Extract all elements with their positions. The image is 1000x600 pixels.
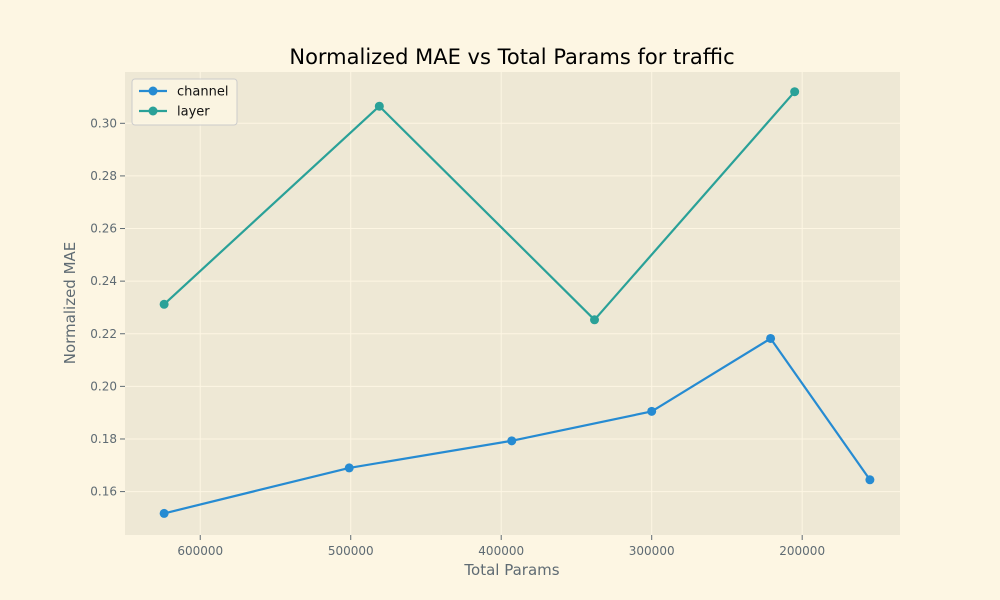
y-tick-label: 0.16	[90, 485, 117, 499]
y-tick-label: 0.28	[90, 169, 117, 183]
data-point-channel	[159, 508, 169, 518]
legend-marker-layer	[148, 106, 158, 116]
data-point-layer	[159, 299, 169, 309]
x-tick-label: 300000	[629, 544, 675, 558]
y-tick-label: 0.22	[90, 327, 117, 341]
x-tick-label: 400000	[478, 544, 524, 558]
plot-area	[125, 72, 900, 535]
y-tick-label: 0.30	[90, 116, 117, 130]
data-point-channel	[344, 463, 354, 473]
y-tick-label: 0.20	[90, 379, 117, 393]
data-point-layer	[790, 87, 800, 97]
data-point-channel	[507, 436, 517, 446]
data-point-layer	[374, 101, 384, 111]
y-tick-label: 0.26	[90, 222, 117, 236]
y-tick-label: 0.24	[90, 274, 117, 288]
data-point-channel	[766, 333, 776, 343]
grid	[125, 72, 900, 535]
series-layer	[159, 87, 800, 325]
x-tick-label: 600000	[177, 544, 223, 558]
y-axis-label: Normalized MAE	[61, 242, 79, 365]
y-tick-label: 0.18	[90, 432, 117, 446]
series-lines	[159, 87, 875, 518]
data-point-channel	[865, 475, 875, 485]
x-tick-label: 200000	[779, 544, 825, 558]
legend-label-channel: channel	[177, 85, 228, 100]
x-axis-label: Total Params	[463, 561, 559, 579]
chart-title: Normalized MAE vs Total Params for traff…	[289, 45, 734, 69]
series-channel	[159, 333, 875, 518]
legend-marker-channel	[148, 86, 158, 96]
axis-ticks: 600000 500000 400000 300000 200000 0.16 0.18 0.…	[90, 116, 825, 558]
series-line-channel	[163, 337, 871, 515]
series-line-layer	[163, 90, 796, 321]
data-point-layer	[590, 315, 600, 325]
x-tick-label: 500000	[328, 544, 374, 558]
legend-label-layer: layer	[177, 105, 210, 120]
data-point-channel	[647, 406, 657, 416]
legend: channel layer	[131, 78, 238, 126]
